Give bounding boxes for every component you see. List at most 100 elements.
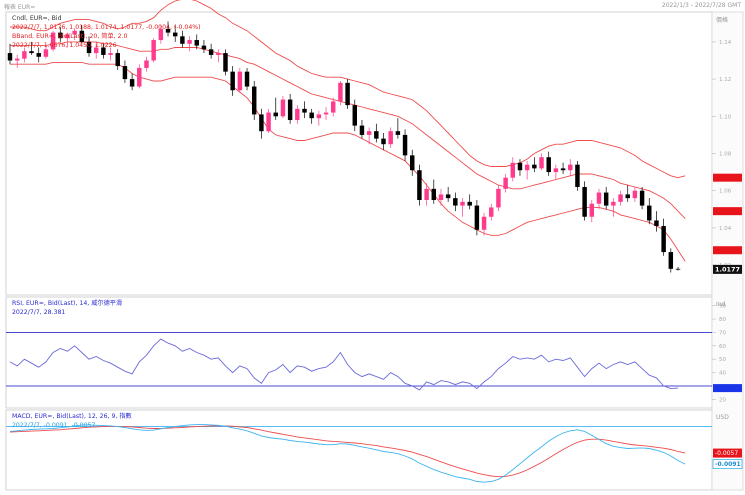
candle-up <box>481 216 487 230</box>
candle-down <box>381 138 386 145</box>
candle-down <box>402 134 408 156</box>
candle-up <box>510 162 516 178</box>
macd-signal-line <box>9 425 686 478</box>
candle-down <box>410 155 415 171</box>
candle-down <box>273 112 278 117</box>
macd-info-line-1: MACD, EUR=, Bid(Last), 12, 26, 9, 指數 <box>12 412 132 420</box>
rsi-line <box>9 338 679 391</box>
candle-down <box>395 131 401 135</box>
candle-down <box>29 51 34 54</box>
axis-value-tags: 1.0177 -0.0057 -0.0091 <box>712 173 743 469</box>
candle-down <box>639 190 645 206</box>
candle-down <box>467 201 472 206</box>
candle-up <box>14 58 20 61</box>
window-title: 報表 EUR= <box>4 4 36 11</box>
candle-up <box>43 49 49 57</box>
candle-up <box>158 28 164 41</box>
candle-down <box>582 186 587 217</box>
candle-down <box>230 71 235 91</box>
candle-up <box>266 112 271 132</box>
macd-panel[interactable] <box>5 409 713 491</box>
candle-down <box>603 192 609 206</box>
candle-down <box>122 66 128 80</box>
candle-up <box>611 201 616 206</box>
candle-up <box>50 32 56 50</box>
candle-up <box>618 194 623 202</box>
candle-down <box>180 36 185 44</box>
candle-up <box>187 40 192 44</box>
price-panel[interactable] <box>5 11 713 296</box>
candle-up <box>280 99 286 117</box>
candle-up <box>524 164 530 171</box>
candle-up <box>460 201 465 206</box>
rsi-axis-tick-label: 50 <box>719 357 726 363</box>
date-range: 2022/1/3 - 2022/7/28 GMT <box>661 2 741 9</box>
candle-up <box>151 40 156 61</box>
candle-down <box>647 205 652 221</box>
bband-lower-line <box>10 61 686 262</box>
candle-up <box>338 82 343 102</box>
candle-down <box>560 168 566 171</box>
price-unit: 價格 <box>716 16 728 24</box>
candle-down <box>417 170 422 200</box>
candle-up <box>316 114 322 119</box>
candle-down <box>208 49 214 55</box>
candle-down <box>244 71 250 87</box>
candle-down <box>194 40 199 46</box>
price-info-line-2: 2022/7/7, 1.0176, 1.0188, 1.0174, 1.0177… <box>12 24 201 31</box>
price-info-line-3: BBand, EUR=, Bid(Last), 20, 简单, 2.0 <box>12 32 127 40</box>
candle-up <box>589 203 595 217</box>
price-axis-tick-label: 1.14 <box>719 40 732 46</box>
candle-up <box>323 112 329 115</box>
rsi-unit: Ind <box>716 301 726 308</box>
candle-up <box>489 207 494 217</box>
bband-upper-tag <box>713 173 742 182</box>
candle-down <box>223 53 228 72</box>
candle-down <box>86 41 92 54</box>
candle-down <box>172 32 178 37</box>
candle-down <box>668 252 674 269</box>
price-axis-tick-label: 1.06 <box>719 189 732 195</box>
candle-up <box>553 168 559 173</box>
candle-down <box>58 32 63 39</box>
candle-down <box>661 226 666 253</box>
rsi-axis-tick-label: 40 <box>719 371 726 377</box>
candle-up <box>596 192 602 204</box>
rsi-axis-tick-label: 60 <box>719 344 726 350</box>
price-axis-tick-label: 1.08 <box>719 152 732 158</box>
candle-up <box>22 51 27 59</box>
candle-up <box>137 67 142 87</box>
rsi-axis-tick-label: 90 <box>719 304 726 310</box>
macd-info-line-2: 2022/7/7, -0.0091, -0.0057 <box>12 422 95 429</box>
candle-up <box>438 194 444 200</box>
candle-down <box>287 99 293 121</box>
candle-up <box>72 30 77 35</box>
current-price-label: 1.0177 <box>715 266 740 274</box>
signal-value-tag <box>713 448 742 458</box>
candle-up <box>632 190 638 199</box>
macd-unit: USD <box>716 414 729 421</box>
rsi-panel[interactable] <box>5 296 713 409</box>
candle-down <box>201 45 207 50</box>
candle-down <box>309 112 314 119</box>
macd-value-label: -0.0091 <box>715 461 741 468</box>
candle-down <box>302 108 307 113</box>
bband-middle-tag <box>713 207 742 216</box>
candle-down <box>546 157 551 173</box>
candle-up <box>496 188 501 208</box>
price-info-line-4: 2022/7/7, 1.0676, 1.0450, 1.0226 <box>12 42 117 49</box>
candle-down <box>575 164 580 187</box>
candle-down <box>654 220 659 227</box>
candle-down <box>532 164 537 169</box>
price-axis-tick-label: 1.04 <box>719 226 732 232</box>
rsi-axis-tick-label: 70 <box>719 330 726 336</box>
candle-down <box>115 53 120 67</box>
candle-down <box>79 30 85 42</box>
candle-up <box>93 47 99 54</box>
candle-down <box>7 53 13 61</box>
candle-up <box>568 164 573 171</box>
candle-down <box>675 268 681 270</box>
price-axis-tick-label: 1.10 <box>719 114 732 120</box>
candle-down <box>345 82 350 106</box>
